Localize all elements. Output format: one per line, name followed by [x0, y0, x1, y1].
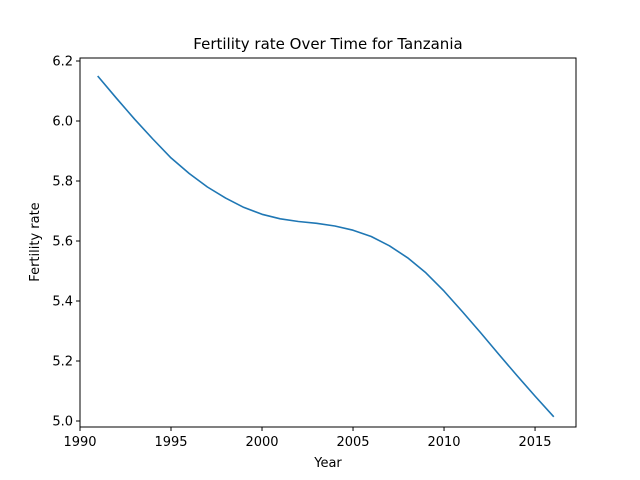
x-tick-label: 2000 — [245, 435, 278, 450]
y-tick-label: 6.0 — [52, 115, 73, 130]
plot-layer — [97, 75, 555, 418]
x-axis-label: Year — [313, 456, 342, 471]
x-tick-label: 2010 — [427, 435, 460, 450]
plot-frame — [79, 57, 577, 428]
x-tick-label: 2005 — [336, 435, 369, 450]
y-tick-label: 5.4 — [52, 295, 73, 310]
y-tick-label: 5.2 — [52, 355, 73, 370]
x-tick-label: 1990 — [63, 435, 96, 450]
y-tick-label: 5.0 — [52, 415, 73, 430]
y-tick-label: 5.8 — [52, 175, 73, 190]
chart-title: Fertility rate Over Time for Tanzania — [193, 35, 462, 53]
y-tick-label: 5.6 — [52, 235, 73, 250]
x-tick-label: 1995 — [154, 435, 187, 450]
ticks-layer: 1990 1995 2000 2005 2010 2015 5.0 5.2 5.4 5.6 5.8 6… — [52, 55, 551, 451]
x-tick-label: 2015 — [518, 435, 551, 450]
series-line-0 — [97, 75, 555, 418]
y-tick-label: 6.2 — [52, 55, 73, 70]
y-axis-label: Fertility rate — [28, 202, 43, 281]
